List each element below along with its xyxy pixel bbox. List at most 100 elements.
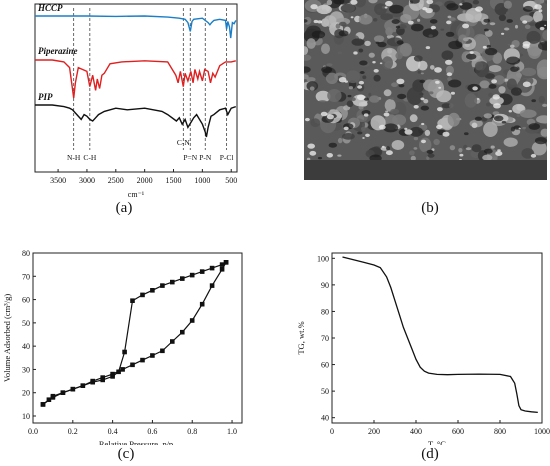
y-tick-label: 90	[321, 281, 329, 290]
sem-particle	[471, 144, 482, 153]
y-tick-label: 60	[22, 296, 30, 305]
sem-particle	[447, 112, 460, 127]
sem-particle	[400, 14, 412, 23]
sem-highlight	[450, 91, 455, 95]
sem-highlight	[459, 3, 463, 6]
sem-pore	[398, 84, 405, 88]
sem-particle	[323, 15, 337, 27]
sem-highlight	[544, 24, 547, 27]
sem-highlight	[320, 111, 328, 117]
sem-particle	[339, 21, 347, 27]
series-line-pip	[35, 104, 237, 138]
sem-particle	[490, 145, 495, 149]
sem-highlight	[538, 9, 543, 13]
data-point	[199, 301, 205, 307]
data-point	[40, 402, 46, 407]
series-line-tg	[342, 256, 538, 414]
sem-highlight	[459, 153, 464, 157]
sem-particle	[358, 14, 373, 25]
sem-highlight	[472, 86, 478, 91]
sem-particle	[413, 147, 418, 150]
sem-particle	[413, 55, 423, 62]
sem-pore	[347, 94, 352, 98]
sem-highlight	[438, 86, 442, 89]
sem-micrograph	[300, 0, 550, 180]
data-point	[189, 318, 195, 323]
sem-particle	[471, 122, 478, 129]
sem-particle	[488, 65, 502, 73]
caption-a: (a)	[115, 200, 133, 216]
sem-particle	[492, 52, 503, 64]
sem-particle	[423, 99, 429, 104]
data-point	[100, 377, 105, 383]
sem-pore	[446, 3, 459, 11]
data-point	[80, 383, 86, 388]
sem-particle	[474, 61, 484, 71]
sem-particle	[395, 52, 403, 60]
sem-particle	[327, 89, 342, 102]
sem-particle	[485, 102, 491, 107]
sem-highlight	[404, 127, 408, 130]
sem-particle	[364, 40, 371, 47]
data-point	[150, 353, 155, 358]
sem-particle	[409, 150, 415, 156]
sem-particle	[417, 18, 421, 22]
sem-highlight	[385, 150, 393, 156]
y-tick-label: 40	[321, 414, 329, 423]
sem-particle	[368, 0, 378, 4]
sem-particle	[536, 59, 550, 78]
sem-particle	[372, 18, 378, 22]
sem-highlight	[343, 126, 349, 131]
y-tick-label: 40	[22, 342, 30, 351]
sem-highlight	[534, 4, 542, 10]
sem-highlight	[350, 0, 358, 5]
sem-highlight	[309, 150, 317, 156]
data-point	[140, 292, 145, 298]
sem-particle	[489, 22, 496, 26]
sem-pore	[464, 132, 469, 136]
x-tick-label: 0.0	[28, 427, 38, 436]
sem-particle	[372, 22, 378, 28]
sem-pore	[493, 115, 504, 122]
x-tick-label: 2000	[137, 176, 153, 185]
sem-highlight	[492, 94, 500, 100]
sem-particle	[374, 3, 387, 16]
sem-highlight	[357, 85, 363, 89]
sem-highlight	[437, 107, 443, 112]
sem-particle	[436, 90, 452, 103]
sem-particle	[303, 16, 312, 25]
y-tick-label: 20	[22, 389, 30, 398]
sem-highlight	[313, 19, 319, 24]
sem-particle	[506, 11, 509, 15]
sem-highlight	[317, 20, 322, 24]
sem-particle	[363, 97, 369, 101]
sem-highlight	[434, 67, 442, 73]
sem-highlight	[508, 110, 512, 113]
x-tick-label: 1.0	[227, 427, 237, 436]
sem-highlight	[326, 114, 334, 120]
sem-particle	[449, 103, 454, 108]
sem-particle	[534, 0, 544, 5]
sem-particle	[524, 24, 531, 29]
sem-particle	[520, 15, 533, 23]
x-axis-label: cm⁻¹	[128, 190, 145, 199]
sem-particle	[441, 50, 454, 60]
data-point	[70, 386, 76, 392]
sem-particle	[484, 29, 493, 37]
y-tick-label: 10	[22, 412, 30, 421]
sem-particle	[522, 126, 527, 130]
tga-plot: 0 200 400 600 800 1000 40 50 60 70 80 90 100 T, °C TG,…	[296, 252, 550, 449]
sem-highlight	[493, 103, 501, 109]
band-label: P-N	[199, 153, 212, 162]
sem-pore	[422, 28, 439, 38]
data-point	[116, 369, 121, 375]
sem-highlight	[495, 151, 503, 156]
sem-particle	[337, 154, 342, 157]
sem-pore	[484, 47, 498, 56]
sem-highlight	[307, 143, 315, 149]
x-tick-label: 600	[452, 427, 464, 436]
sem-pore	[419, 79, 426, 84]
sem-particle	[391, 140, 405, 150]
sem-highlight	[357, 94, 365, 101]
y-tick-label: 80	[321, 307, 329, 316]
